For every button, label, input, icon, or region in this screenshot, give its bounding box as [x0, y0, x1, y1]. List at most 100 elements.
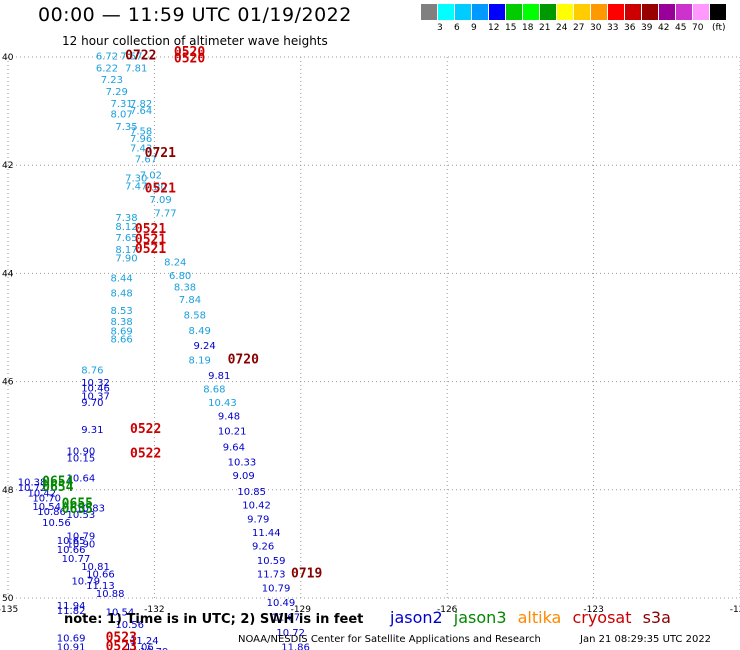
pass-time-label: 0720 — [228, 353, 259, 368]
swh-observation: 7.82 — [130, 99, 152, 110]
color-scale-swatch — [472, 4, 488, 20]
jason3-pass-time: 0654 — [42, 474, 73, 489]
swh-observation: 11.06 — [125, 642, 154, 650]
swh-observation: 9.79 — [247, 514, 269, 525]
color-scale-swatch — [574, 4, 590, 20]
pass-time-label: 0521 — [135, 242, 166, 257]
swh-observation: 11.73 — [257, 569, 286, 580]
pass-time-label: 0521 — [145, 181, 176, 196]
swh-observation: 10.72 — [18, 483, 47, 494]
swh-observation: 10.33 — [228, 457, 257, 468]
swh-observation: 8.53 — [110, 306, 132, 317]
y-tick-label: 40 — [2, 53, 14, 63]
swh-observation: 7.31 — [110, 99, 132, 110]
swh-observation: 10.69 — [57, 633, 86, 644]
swh-observation: 8.69 — [110, 327, 132, 338]
pass-time-label: 0523 — [106, 639, 137, 650]
y-tick-label: 46 — [2, 378, 14, 388]
swh-observation: 8.38 — [174, 283, 196, 294]
swh-observation: 7.02 — [140, 171, 162, 182]
swh-observation: 10.91 — [57, 642, 86, 650]
pass-time-labels: 0722 052005200721052105210521052107200522… — [106, 45, 323, 650]
color-scale-label: 42 — [658, 23, 670, 33]
swh-observation: 10.90 — [67, 447, 96, 458]
legend-jason2: jason2 — [390, 608, 443, 627]
swh-observation: 8.19 — [189, 356, 211, 367]
swh-observation: 11.94 — [57, 601, 86, 612]
pass-time-label: 0523 — [106, 630, 137, 645]
swh-observation: 6.80 — [169, 271, 191, 282]
legend-cryosat: cryosat — [572, 608, 632, 627]
swh-observation: 10.90 — [67, 540, 96, 551]
swh-observation: 7.67 — [135, 154, 157, 165]
pass-time-label: 0521 — [135, 233, 166, 248]
y-tick-label: 50 — [2, 594, 14, 604]
swh-observation: 10.46 — [81, 383, 110, 394]
color-scale-swatch — [489, 4, 505, 20]
color-scale-label: 12 — [488, 23, 500, 33]
swh-observation: 9.48 — [218, 411, 240, 422]
swh-observation: 7.90 — [115, 253, 137, 264]
swh-observation: 8.76 — [81, 365, 103, 376]
swh-observation: 8.12 — [115, 222, 137, 233]
swh-observation: 10.86 — [37, 507, 66, 518]
satellite-legend: jason2 jason3 altika cryosat s3a — [390, 608, 677, 627]
swh-observation: 10.66 — [57, 545, 86, 556]
color-scale-label: 27 — [573, 23, 585, 33]
swh-observation: 10.83 — [76, 503, 105, 514]
swh-observation: 8.49 — [189, 326, 211, 337]
swh-observation: 11.67 — [272, 613, 301, 624]
swh-observation: 7.77 — [154, 209, 176, 220]
color-scale-swatch — [591, 4, 607, 20]
swh-observation: 8.24 — [164, 257, 186, 268]
color-scale-swatch — [710, 4, 726, 20]
color-scale-swatch — [693, 4, 709, 20]
swh-observation: 10.56 — [42, 518, 71, 529]
swh-observation: 10.56 — [115, 620, 144, 631]
swh-observation: 8.68 — [203, 384, 225, 395]
swh-observation: 10.43 — [208, 398, 237, 409]
pass-time-label: 0520 — [174, 45, 205, 60]
pass-time-label: 0719 — [291, 566, 322, 581]
jason3-pass-time: 0655 — [62, 497, 93, 512]
color-scale-swatch — [608, 4, 624, 20]
legend-altika: altika — [517, 608, 562, 627]
swh-observation: 8.38 — [110, 317, 132, 328]
color-scale-label: 3 — [437, 23, 443, 33]
pass-time-label: 0521 — [135, 222, 166, 237]
swh-observation: 7.81 — [125, 64, 147, 75]
color-scale-label: 21 — [539, 23, 551, 33]
swh-observation: 9.81 — [208, 371, 230, 382]
pass-time-label: 0522 — [130, 422, 161, 437]
x-tick-label: -126 — [437, 605, 458, 615]
color-scale-label: 18 — [522, 23, 534, 33]
color-scale-label: 30 — [590, 23, 602, 33]
color-scale-label: 36 — [624, 23, 636, 33]
swh-observation: 9.31 — [81, 425, 103, 436]
swh-observation: 7.57 — [120, 52, 142, 63]
color-scale-label: 70 — [692, 23, 704, 33]
x-tick-label: -120 — [730, 605, 740, 615]
swh-observation: 8.44 — [110, 274, 132, 285]
y-tick-label: 42 — [2, 161, 13, 171]
swh-observation: 10.79 — [262, 584, 291, 595]
color-scale-label: 45 — [675, 23, 687, 33]
color-scale-swatch — [642, 4, 658, 20]
x-tick-label: -129 — [291, 605, 312, 615]
swh-observation: 10.42 — [28, 488, 57, 499]
pass-time-label: 0522 — [130, 446, 161, 461]
y-tick-label: 44 — [2, 269, 14, 279]
color-scale-swatch — [625, 4, 641, 20]
credit-line: NOAA/NESDIS Center for Satellite Applica… — [238, 634, 541, 645]
color-scale-unit: (ft) — [712, 23, 726, 33]
swh-observation: 7.43 — [130, 144, 152, 155]
swh-observation: 11.24 — [130, 636, 159, 647]
swh-observation: 8.48 — [110, 289, 132, 300]
color-scale-label: 6 — [454, 23, 460, 33]
swh-observation: 11.13 — [86, 581, 115, 592]
swh-observation: 6.22 — [96, 64, 118, 75]
color-scale-label: 9 — [471, 23, 477, 33]
jason3-pass-time: 0655 — [62, 502, 93, 517]
color-scale-swatch — [455, 4, 471, 20]
